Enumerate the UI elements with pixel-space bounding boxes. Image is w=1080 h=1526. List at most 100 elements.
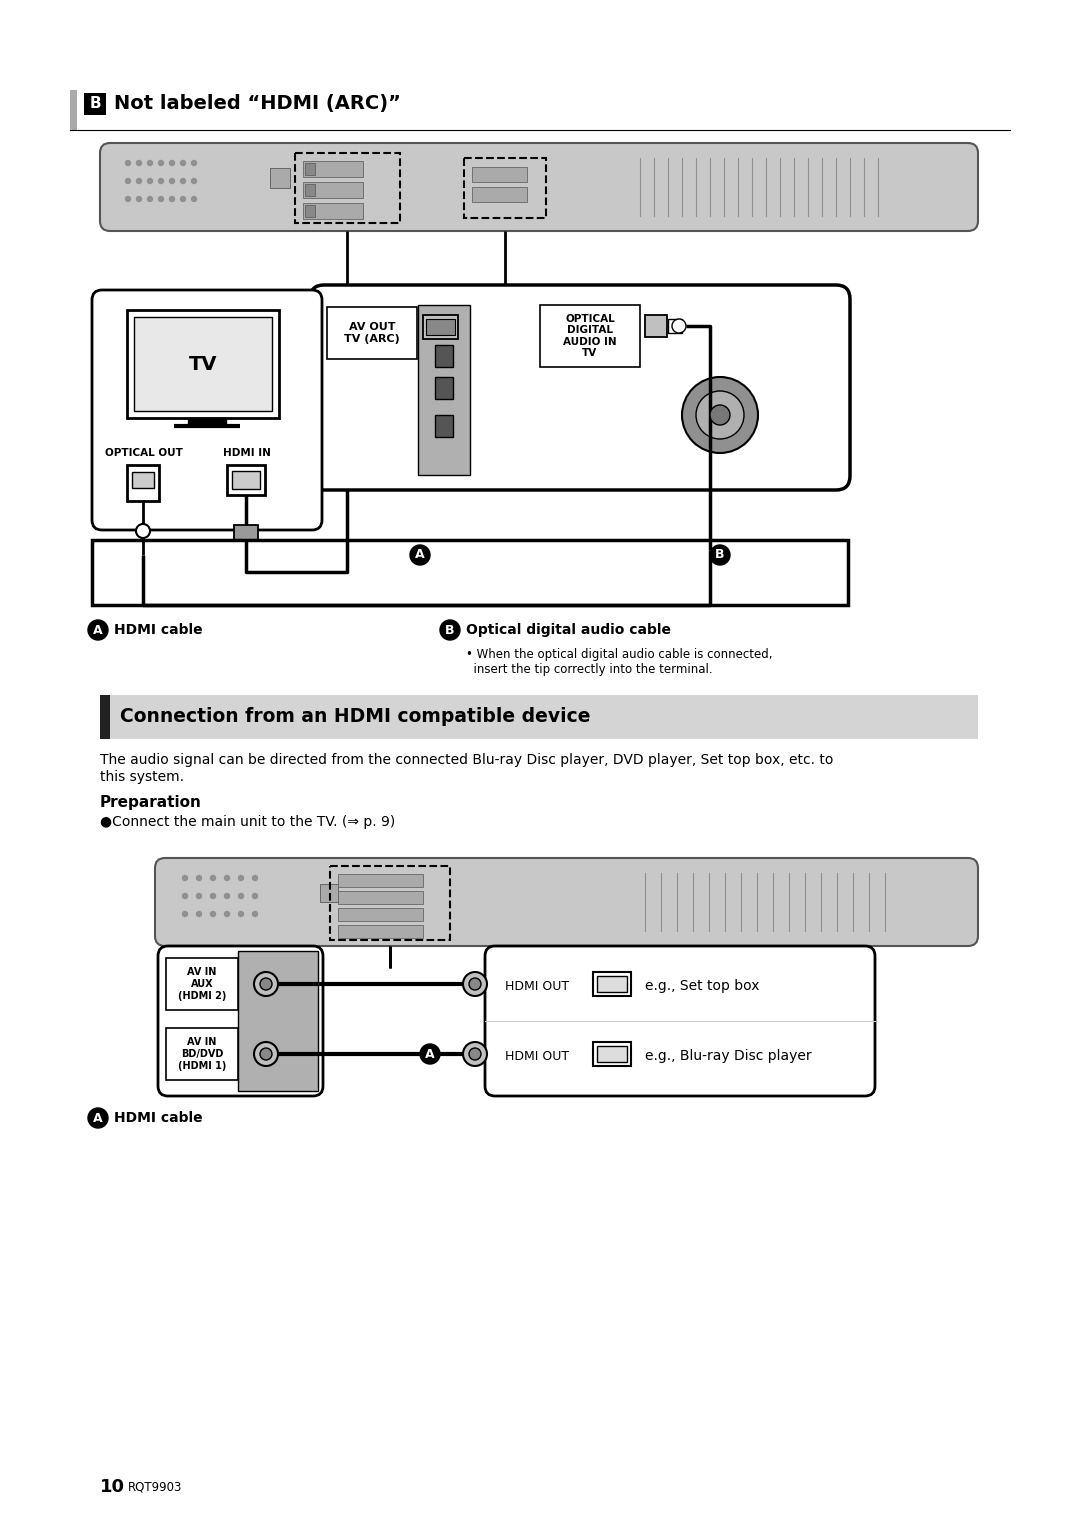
Circle shape	[410, 545, 430, 565]
Bar	[188, 418, 226, 426]
Circle shape	[125, 197, 131, 201]
Circle shape	[125, 179, 131, 183]
Circle shape	[260, 978, 272, 990]
Circle shape	[180, 197, 186, 201]
Text: insert the tip correctly into the terminal.: insert the tip correctly into the termin…	[465, 662, 713, 676]
Text: B: B	[445, 624, 455, 636]
Bar	[597, 1045, 627, 1062]
Text: ●Connect the main unit to the TV. (⇒ p. 9): ●Connect the main unit to the TV. (⇒ p. …	[100, 815, 395, 829]
FancyBboxPatch shape	[100, 143, 978, 230]
Circle shape	[253, 876, 257, 881]
Bar	[472, 166, 527, 182]
Bar	[338, 874, 423, 887]
Text: this system.: this system.	[100, 771, 184, 784]
Circle shape	[170, 197, 175, 201]
Bar	[234, 525, 258, 540]
Circle shape	[254, 972, 278, 996]
Circle shape	[180, 179, 186, 183]
Text: Connection from an HDMI compatible device: Connection from an HDMI compatible devic…	[120, 708, 591, 726]
Circle shape	[225, 894, 229, 899]
Text: A: A	[93, 624, 103, 636]
Circle shape	[136, 160, 141, 165]
Text: Preparation: Preparation	[100, 795, 202, 810]
Text: AV IN
BD/DVD
(HDMI 1): AV IN BD/DVD (HDMI 1)	[178, 1038, 226, 1071]
Circle shape	[672, 319, 686, 333]
Text: HDMI OUT: HDMI OUT	[505, 1050, 569, 1062]
Circle shape	[148, 160, 152, 165]
Text: TV: TV	[189, 354, 217, 374]
FancyBboxPatch shape	[158, 946, 323, 1096]
Circle shape	[239, 911, 243, 917]
Circle shape	[191, 197, 197, 201]
Bar	[320, 884, 338, 902]
Bar	[166, 958, 238, 1010]
Circle shape	[253, 894, 257, 899]
Circle shape	[696, 391, 744, 439]
Bar	[472, 188, 527, 201]
Bar	[303, 162, 363, 177]
Text: HDMI IN: HDMI IN	[224, 449, 271, 458]
Circle shape	[681, 377, 758, 453]
Circle shape	[183, 894, 188, 899]
FancyBboxPatch shape	[156, 858, 978, 946]
Text: B: B	[715, 548, 725, 562]
Bar	[227, 465, 265, 494]
Bar	[330, 865, 450, 940]
Bar	[593, 972, 631, 996]
Circle shape	[211, 876, 216, 881]
Bar	[435, 377, 453, 398]
Bar	[132, 472, 154, 488]
Bar	[338, 925, 423, 938]
Circle shape	[159, 197, 163, 201]
Circle shape	[463, 972, 487, 996]
Bar	[423, 314, 458, 339]
Text: AV IN
AUX
(HDMI 2): AV IN AUX (HDMI 2)	[178, 967, 226, 1001]
Text: A: A	[415, 548, 424, 562]
Bar	[435, 345, 453, 366]
Circle shape	[87, 620, 108, 639]
FancyBboxPatch shape	[92, 290, 322, 530]
Text: A: A	[426, 1047, 435, 1061]
Circle shape	[170, 179, 175, 183]
Bar	[303, 203, 363, 220]
Bar	[295, 153, 400, 223]
Bar	[100, 694, 110, 739]
Circle shape	[239, 876, 243, 881]
Circle shape	[180, 160, 186, 165]
Circle shape	[125, 160, 131, 165]
Circle shape	[191, 179, 197, 183]
Bar	[338, 891, 423, 903]
Circle shape	[191, 160, 197, 165]
Text: e.g., Blu-ray Disc player: e.g., Blu-ray Disc player	[645, 1048, 812, 1064]
Text: HDMI cable: HDMI cable	[114, 623, 203, 636]
Text: HDMI cable: HDMI cable	[114, 1111, 203, 1125]
Text: B: B	[90, 96, 100, 111]
Text: e.g., Set top box: e.g., Set top box	[645, 980, 759, 993]
Bar	[338, 908, 423, 922]
Text: • When the optical digital audio cable is connected,: • When the optical digital audio cable i…	[465, 649, 772, 661]
Bar	[303, 182, 363, 198]
Bar	[435, 415, 453, 436]
Circle shape	[463, 1042, 487, 1067]
Bar	[305, 204, 315, 217]
Bar	[305, 163, 315, 175]
Bar	[166, 1029, 238, 1080]
Circle shape	[197, 894, 202, 899]
Circle shape	[211, 894, 216, 899]
Circle shape	[710, 545, 730, 565]
Circle shape	[136, 523, 150, 539]
Text: The audio signal can be directed from the connected Blu-ray Disc player, DVD pla: The audio signal can be directed from th…	[100, 752, 834, 768]
Text: RQT9903: RQT9903	[129, 1480, 183, 1492]
Circle shape	[183, 876, 188, 881]
Circle shape	[211, 911, 216, 917]
Circle shape	[440, 620, 460, 639]
Circle shape	[239, 894, 243, 899]
Bar	[127, 310, 279, 418]
Bar	[540, 305, 640, 366]
Circle shape	[469, 1048, 481, 1061]
Circle shape	[136, 197, 141, 201]
Bar	[270, 168, 291, 188]
Bar	[464, 159, 546, 218]
Bar	[327, 307, 417, 359]
Bar	[305, 185, 315, 195]
